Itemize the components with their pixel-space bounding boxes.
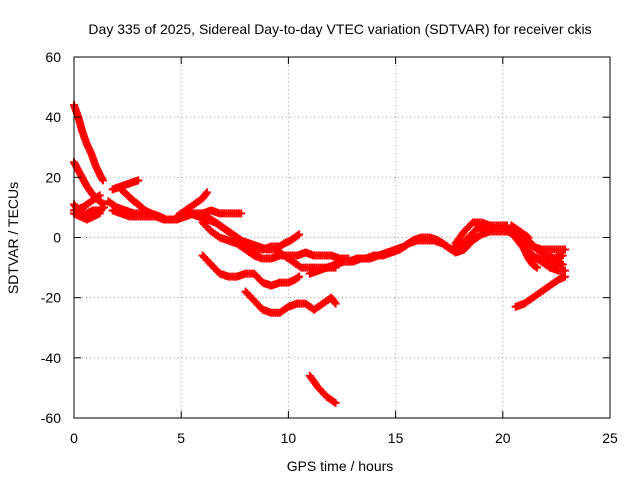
data-point <box>98 176 107 185</box>
series-s24 <box>511 272 569 311</box>
series-s9 <box>104 197 147 218</box>
data-series <box>70 101 569 407</box>
x-tick-label: 15 <box>388 430 404 446</box>
y-tick-label: 40 <box>45 109 61 125</box>
data-point <box>533 263 542 272</box>
chart-title: Day 335 of 2025, Sidereal Day-to-day VTE… <box>88 21 591 37</box>
y-tick-label: -40 <box>41 350 61 366</box>
series-s5 <box>70 191 104 215</box>
data-point <box>95 209 104 218</box>
series-s20 <box>451 218 512 248</box>
data-point <box>295 230 304 239</box>
data-point <box>331 299 340 308</box>
y-tick-label: -20 <box>41 290 61 306</box>
series-s15 <box>198 251 304 290</box>
x-tick-label: 10 <box>281 430 297 446</box>
data-point <box>138 209 147 218</box>
data-point <box>560 272 569 281</box>
data-point <box>558 260 567 269</box>
series-s25 <box>507 221 567 263</box>
data-point <box>98 204 107 213</box>
x-tick-labels: 0 5 10 15 20 25 <box>70 430 618 446</box>
data-point <box>295 272 304 281</box>
series-s17 <box>305 371 340 407</box>
y-axis-label: SDTVAR / TECUs <box>5 182 21 294</box>
y-tick-label: 20 <box>45 169 61 185</box>
data-point <box>134 176 143 185</box>
y-tick-label: 60 <box>45 49 61 65</box>
series-s23 <box>515 236 542 272</box>
data-point <box>558 251 567 260</box>
series-s6 <box>108 176 143 194</box>
data-point <box>202 188 211 197</box>
data-point <box>237 209 246 218</box>
data-point <box>100 203 109 212</box>
axis-ticks <box>73 56 611 419</box>
data-point <box>331 398 340 407</box>
x-tick-label: 20 <box>495 430 511 446</box>
data-point <box>201 189 210 198</box>
data-point <box>293 273 302 282</box>
data-point <box>560 245 569 254</box>
series-s16 <box>241 287 340 317</box>
y-tick-label: 0 <box>53 230 61 246</box>
data-point <box>293 231 302 240</box>
x-axis-label: GPS time / hours <box>287 458 394 474</box>
grid-lines <box>74 57 610 418</box>
series-s12 <box>177 209 340 272</box>
data-point <box>95 191 104 200</box>
x-tick-label: 0 <box>70 430 78 446</box>
x-tick-label: 5 <box>177 430 185 446</box>
y-tick-label: -60 <box>41 410 61 426</box>
data-point <box>531 262 540 271</box>
y-tick-labels: -60 -40 -20 0 20 40 60 <box>41 49 61 426</box>
data-point <box>330 298 339 307</box>
x-tick-label: 25 <box>602 430 618 446</box>
